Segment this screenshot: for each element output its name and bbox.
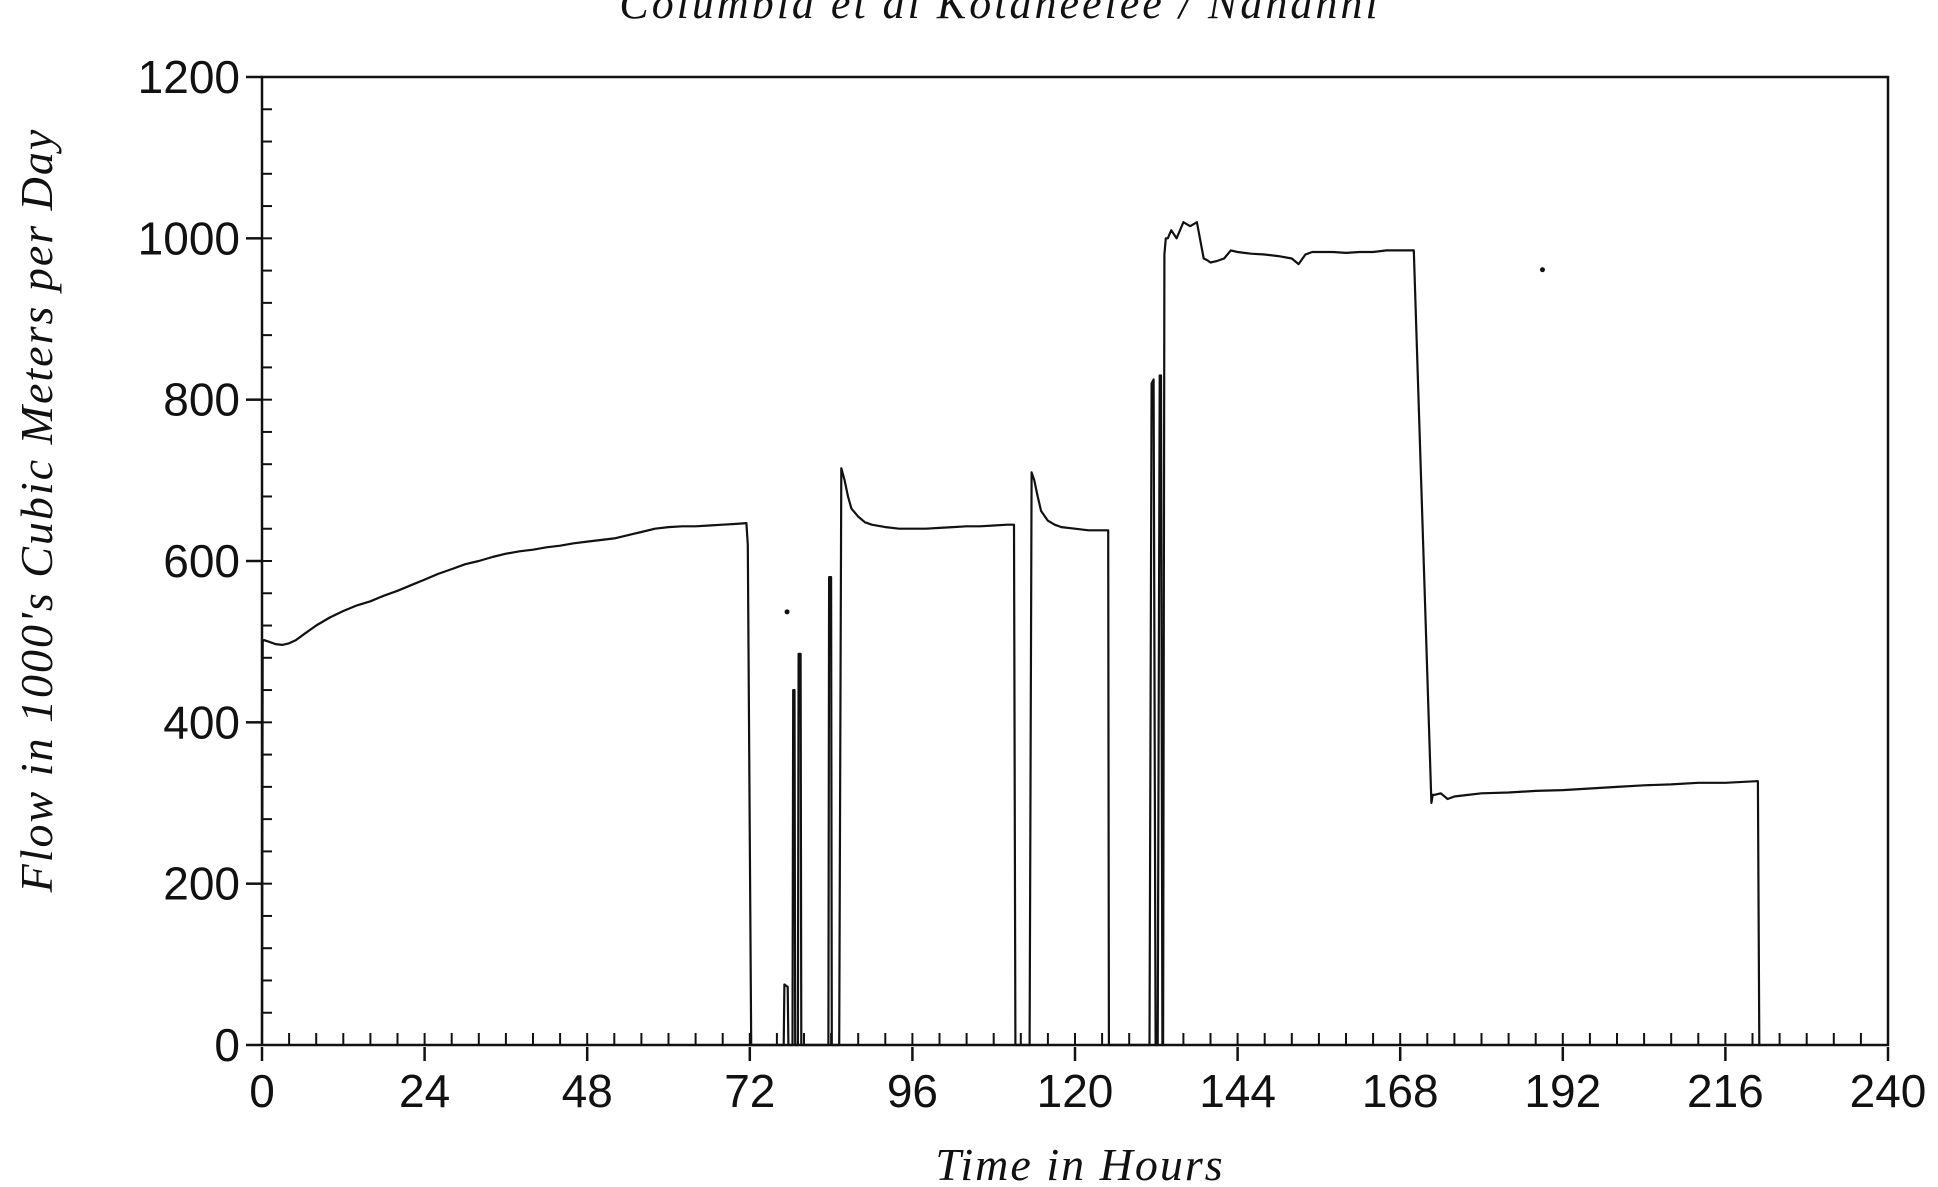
- y-tick-label: 1000: [138, 212, 240, 264]
- x-tick-label: 48: [562, 1065, 613, 1117]
- x-tick-label: 0: [249, 1065, 275, 1117]
- series-layer: [260, 221, 1761, 1047]
- flow-series-line: [260, 221, 1761, 1047]
- y-tick-label: 400: [163, 696, 240, 748]
- data-point-marker: [784, 609, 790, 615]
- x-tick-label: 240: [1850, 1065, 1927, 1117]
- x-tick-label: 192: [1524, 1065, 1601, 1117]
- y-tick-label: 200: [163, 858, 240, 910]
- x-tick-label: 24: [399, 1065, 450, 1117]
- y-tick-label: 0: [214, 1019, 240, 1071]
- y-axis: 0 200 400 600 800 1000 1200: [138, 51, 262, 1071]
- x-tick-label: 96: [887, 1065, 938, 1117]
- data-point-marker: [1539, 267, 1545, 273]
- x-tick-label: 168: [1362, 1065, 1439, 1117]
- x-axis: 0 24 48 72 96 120 144 168 192 216 240: [249, 1047, 1926, 1117]
- y-tick-label: 1200: [138, 51, 240, 103]
- x-tick-label: 216: [1687, 1065, 1764, 1117]
- plot-border: [260, 75, 1890, 1047]
- y-tick-label: 800: [163, 374, 240, 426]
- x-tick-label: 144: [1199, 1065, 1276, 1117]
- plot-frame: [260, 75, 1890, 1047]
- y-axis-title: Flow in 1000's Cubic Meters per Day: [11, 128, 62, 894]
- chart-title: Columbia et al Kotaneelee / Nahanni: [619, 0, 1380, 28]
- y-tick-label: 600: [163, 535, 240, 587]
- x-tick-label: 120: [1037, 1065, 1114, 1117]
- minor-ticks: [261, 76, 1889, 1046]
- x-axis-title: Time in Hours: [935, 1139, 1224, 1187]
- x-tick-label: 72: [724, 1065, 775, 1117]
